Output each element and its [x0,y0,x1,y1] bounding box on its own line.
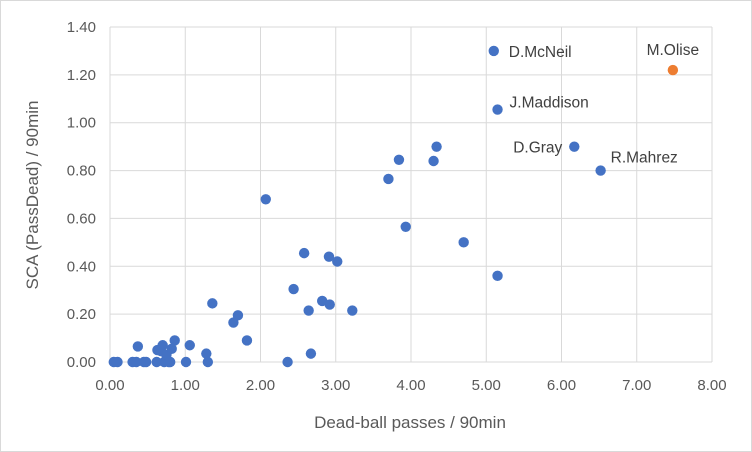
data-point [458,237,469,248]
data-point [298,247,310,259]
gridlines [109,26,713,363]
data-point [207,298,218,309]
data-point-dgray [569,141,580,152]
point-label: R.Mahrez [611,150,678,167]
data-points [108,45,679,368]
data-point-molise [667,64,679,76]
data-point [232,310,244,321]
x-tick-label: 5.00 [472,377,501,394]
data-point [112,356,123,368]
x-axis-title: Dead-ball passes / 90min [314,413,506,432]
data-point [202,356,214,368]
data-point [324,299,335,310]
y-tick-label: 1.20 [67,67,96,84]
x-tick-label: 8.00 [697,377,726,394]
data-point [241,335,253,346]
data-point [400,221,411,233]
data-point-jmaddison [492,104,503,115]
data-point [260,194,271,205]
data-point [492,270,503,282]
data-point [428,155,439,167]
point-label: D.McNeil [509,44,572,61]
y-tick-label: 0.60 [67,210,96,227]
data-point [166,343,177,355]
data-point [332,256,343,267]
data-point [157,340,168,351]
data-point-dmcneil [488,45,499,57]
x-tick-label: 0.00 [95,377,124,394]
x-tick-label: 4.00 [396,377,425,394]
y-tick-label: 0.20 [67,306,96,323]
point-labels: D.McNeil J.Maddison D.Gray R.Mahrez M.Olise [509,42,700,167]
data-point-rmahrez [595,165,606,176]
y-tick-label: 0.00 [67,354,96,371]
x-tick-label: 3.00 [321,377,350,394]
data-point [165,356,176,368]
y-axis-title: SCA (PassDead) / 90min [23,101,42,290]
point-label: J.Maddison [510,95,589,112]
data-point [184,340,195,351]
data-point [131,356,142,368]
y-tick-labels: 0.00 0.20 0.40 0.60 0.80 1.00 1.20 1.40 [67,19,96,371]
data-point [169,335,180,346]
data-point [132,341,144,352]
data-point [180,356,192,368]
data-point [303,305,314,316]
data-point [140,356,152,368]
data-point [201,348,212,359]
data-point [282,356,293,368]
data-point [383,173,394,185]
data-point [305,348,317,359]
x-tick-label: 6.00 [547,377,576,394]
data-point [431,141,442,152]
data-point [347,305,358,316]
point-label: D.Gray [513,140,562,157]
data-point [323,251,335,262]
x-tick-labels: 0.00 1.00 2.00 3.00 4.00 5.00 6.00 7.00 8.00 [95,377,726,394]
data-point [151,356,162,368]
x-tick-label: 2.00 [246,377,275,394]
x-tick-label: 7.00 [622,377,651,394]
y-tick-label: 1.00 [67,115,96,132]
data-point [288,283,299,295]
y-tick-label: 1.40 [67,19,96,36]
point-label: M.Olise [647,42,700,59]
x-tick-label: 1.00 [171,377,200,394]
y-tick-label: 0.40 [67,258,96,275]
y-tick-label: 0.80 [67,163,96,180]
data-point [393,154,405,166]
